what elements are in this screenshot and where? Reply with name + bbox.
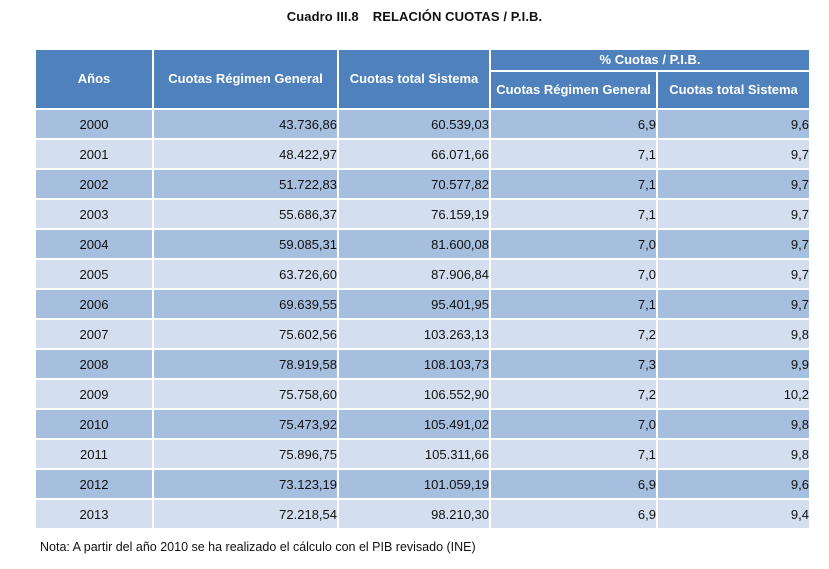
- cell-pct-regimen-general: 7,2: [489, 378, 658, 410]
- table-number: Cuadro III.8: [286, 9, 359, 24]
- cell-pct-total-sistema: 9,7: [656, 138, 811, 170]
- table-row: 2003 55.686,37 76.159,19 7,1 9,7: [34, 198, 811, 230]
- header-group-pct-pib: % Cuotas / P.I.B.: [489, 48, 811, 72]
- cell-year: 2011: [34, 438, 154, 470]
- cell-cuotas-total-sistema: 76.159,19: [337, 198, 491, 230]
- header-pct-regimen-general: Cuotas Régimen General: [489, 70, 658, 110]
- cell-pct-regimen-general: 7,1: [489, 288, 658, 320]
- table-row: 2002 51.722,83 70.577,82 7,1 9,7: [34, 168, 811, 200]
- cell-pct-total-sistema: 9,6: [656, 108, 811, 140]
- cell-cuotas-total-sistema: 108.103,73: [337, 348, 491, 380]
- cell-cuotas-total-sistema: 66.071,66: [337, 138, 491, 170]
- cell-cuotas-regimen-general: 69.639,55: [152, 288, 339, 320]
- cell-cuotas-regimen-general: 59.085,31: [152, 228, 339, 260]
- cell-cuotas-total-sistema: 105.491,02: [337, 408, 491, 440]
- table-title-text: RELACIÓN CUOTAS / P.I.B.: [372, 9, 543, 24]
- cell-cuotas-regimen-general: 78.919,58: [152, 348, 339, 380]
- cell-cuotas-regimen-general: 75.896,75: [152, 438, 339, 470]
- cell-cuotas-total-sistema: 98.210,30: [337, 498, 491, 530]
- cell-pct-regimen-general: 7,1: [489, 198, 658, 230]
- cell-pct-regimen-general: 7,0: [489, 408, 658, 440]
- cell-pct-regimen-general: 7,2: [489, 318, 658, 350]
- cell-cuotas-total-sistema: 101.059,19: [337, 468, 491, 500]
- cell-pct-total-sistema: 9,8: [656, 408, 811, 440]
- cell-pct-total-sistema: 9,7: [656, 258, 811, 290]
- cell-pct-regimen-general: 7,1: [489, 438, 658, 470]
- cell-pct-total-sistema: 9,8: [656, 318, 811, 350]
- cell-year: 2008: [34, 348, 154, 380]
- cell-cuotas-regimen-general: 75.758,60: [152, 378, 339, 410]
- header-cuotas-regimen-general: Cuotas Régimen General: [152, 48, 339, 110]
- cell-cuotas-total-sistema: 103.263,13: [337, 318, 491, 350]
- cell-year: 2007: [34, 318, 154, 350]
- table-row: 2007 75.602,56 103.263,13 7,2 9,8: [34, 318, 811, 350]
- cell-cuotas-total-sistema: 70.577,82: [337, 168, 491, 200]
- cell-cuotas-regimen-general: 51.722,83: [152, 168, 339, 200]
- cell-pct-regimen-general: 7,0: [489, 228, 658, 260]
- cell-pct-total-sistema: 9,8: [656, 438, 811, 470]
- cell-pct-regimen-general: 6,9: [489, 468, 658, 500]
- cell-pct-total-sistema: 9,4: [656, 498, 811, 530]
- table-row: 2000 43.736,86 60.539,03 6,9 9,6: [34, 108, 811, 140]
- table-row: 2011 75.896,75 105.311,66 7,1 9,8: [34, 438, 811, 470]
- cell-pct-total-sistema: 9,7: [656, 228, 811, 260]
- table-row: 2001 48.422,97 66.071,66 7,1 9,7: [34, 138, 811, 170]
- cell-cuotas-regimen-general: 73.123,19: [152, 468, 339, 500]
- cell-pct-regimen-general: 7,1: [489, 168, 658, 200]
- cell-year: 2012: [34, 468, 154, 500]
- cell-cuotas-total-sistema: 87.906,84: [337, 258, 491, 290]
- cell-pct-total-sistema: 9,7: [656, 198, 811, 230]
- cell-pct-regimen-general: 6,9: [489, 498, 658, 530]
- cell-year: 2010: [34, 408, 154, 440]
- header-years: Años: [34, 48, 154, 110]
- table-row: 2004 59.085,31 81.600,08 7,0 9,7: [34, 228, 811, 260]
- cell-year: 2003: [34, 198, 154, 230]
- cell-year: 2001: [34, 138, 154, 170]
- table-row: 2005 63.726,60 87.906,84 7,0 9,7: [34, 258, 811, 290]
- cell-year: 2004: [34, 228, 154, 260]
- cell-cuotas-regimen-general: 75.602,56: [152, 318, 339, 350]
- cell-pct-total-sistema: 9,6: [656, 468, 811, 500]
- cell-year: 2009: [34, 378, 154, 410]
- cell-pct-regimen-general: 7,1: [489, 138, 658, 170]
- table-row: 2010 75.473,92 105.491,02 7,0 9,8: [34, 408, 811, 440]
- table-row: 2013 72.218,54 98.210,30 6,9 9,4: [34, 498, 811, 530]
- cell-pct-total-sistema: 9,7: [656, 288, 811, 320]
- cell-year: 2002: [34, 168, 154, 200]
- cell-cuotas-regimen-general: 48.422,97: [152, 138, 339, 170]
- table-row: 2009 75.758,60 106.552,90 7,2 10,2: [34, 378, 811, 410]
- table-title: Cuadro III.8 RELACIÓN CUOTAS / P.I.B.: [0, 9, 829, 24]
- cell-year: 2013: [34, 498, 154, 530]
- cell-cuotas-total-sistema: 81.600,08: [337, 228, 491, 260]
- cell-cuotas-total-sistema: 106.552,90: [337, 378, 491, 410]
- cell-year: 2000: [34, 108, 154, 140]
- cell-pct-regimen-general: 7,3: [489, 348, 658, 380]
- cuotas-pib-table: Años Cuotas Régimen General Cuotas total…: [34, 48, 811, 530]
- cell-cuotas-total-sistema: 60.539,03: [337, 108, 491, 140]
- table-note: Nota: A partir del año 2010 se ha realiz…: [40, 540, 476, 554]
- cell-cuotas-regimen-general: 63.726,60: [152, 258, 339, 290]
- table-row: 2012 73.123,19 101.059,19 6,9 9,6: [34, 468, 811, 500]
- cell-cuotas-total-sistema: 95.401,95: [337, 288, 491, 320]
- cell-cuotas-regimen-general: 55.686,37: [152, 198, 339, 230]
- cell-pct-total-sistema: 9,7: [656, 168, 811, 200]
- cell-pct-total-sistema: 9,9: [656, 348, 811, 380]
- table-body: 2000 43.736,86 60.539,03 6,9 9,6 2001 48.422,9…: [34, 108, 811, 530]
- cell-cuotas-regimen-general: 72.218,54: [152, 498, 339, 530]
- cell-pct-regimen-general: 6,9: [489, 108, 658, 140]
- cell-year: 2006: [34, 288, 154, 320]
- cell-pct-total-sistema: 10,2: [656, 378, 811, 410]
- cell-cuotas-regimen-general: 75.473,92: [152, 408, 339, 440]
- header-pct-total-sistema: Cuotas total Sistema: [656, 70, 811, 110]
- cell-year: 2005: [34, 258, 154, 290]
- header-cuotas-total-sistema: Cuotas total Sistema: [337, 48, 491, 110]
- table-row: 2006 69.639,55 95.401,95 7,1 9,7: [34, 288, 811, 320]
- cell-cuotas-total-sistema: 105.311,66: [337, 438, 491, 470]
- cell-cuotas-regimen-general: 43.736,86: [152, 108, 339, 140]
- cell-pct-regimen-general: 7,0: [489, 258, 658, 290]
- table-row: 2008 78.919,58 108.103,73 7,3 9,9: [34, 348, 811, 380]
